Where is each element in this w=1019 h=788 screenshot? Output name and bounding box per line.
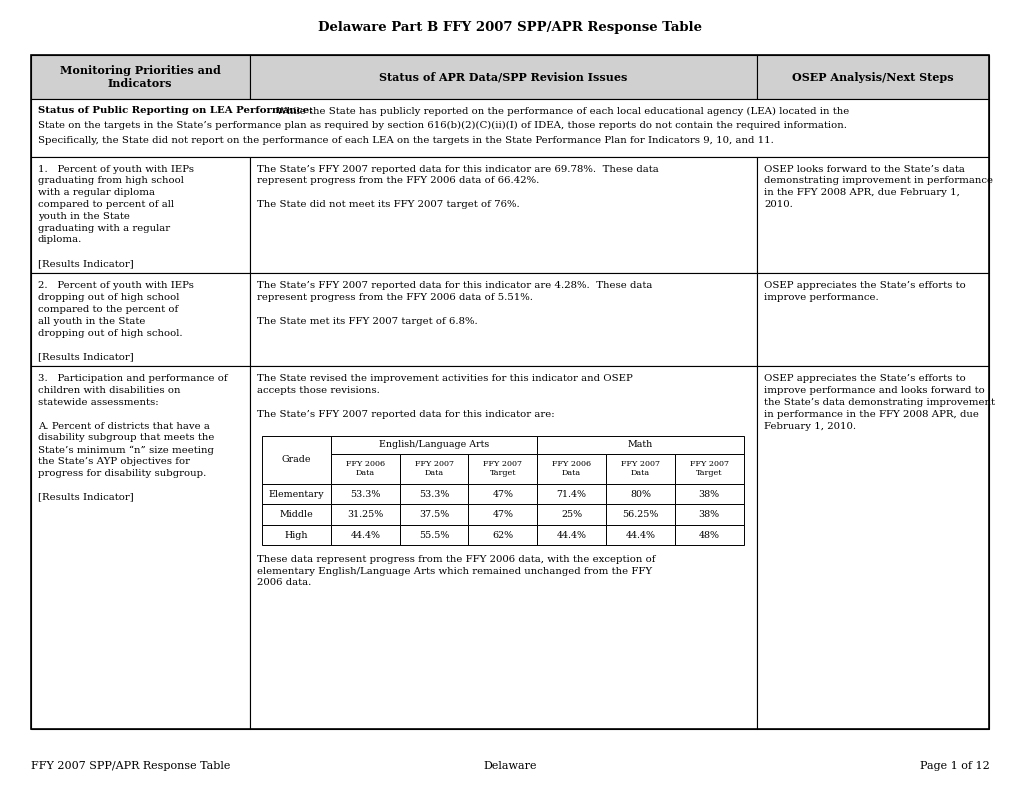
Bar: [250, 157, 756, 273]
Text: Delaware Part B FFY 2007 SPP/APR Response Table: Delaware Part B FFY 2007 SPP/APR Respons…: [318, 21, 701, 34]
Bar: [605, 525, 675, 545]
Bar: [675, 525, 743, 545]
Text: The State’s FFY 2007 reported data for this indicator are 4.28%.  These data
rep: The State’s FFY 2007 reported data for t…: [257, 281, 652, 325]
Text: OSEP appreciates the State’s efforts to
improve performance.: OSEP appreciates the State’s efforts to …: [763, 281, 965, 302]
Bar: [675, 504, 743, 525]
Bar: [330, 504, 399, 525]
Text: 3.   Participation and performance of
children with disabilities on
statewide as: 3. Participation and performance of chil…: [38, 374, 227, 502]
Text: Grade: Grade: [281, 455, 311, 464]
Text: 31.25%: 31.25%: [346, 510, 383, 519]
Bar: [468, 454, 537, 484]
Text: 44.4%: 44.4%: [556, 530, 586, 540]
Text: English/Language Arts: English/Language Arts: [379, 440, 489, 449]
Text: These data represent progress from the FFY 2006 data, with the exception of
elem: These data represent progress from the F…: [257, 555, 655, 587]
Text: Math: Math: [627, 440, 652, 449]
Bar: [262, 484, 330, 504]
Bar: [330, 525, 399, 545]
Text: FFY 2007 SPP/APR Response Table: FFY 2007 SPP/APR Response Table: [31, 761, 229, 771]
Bar: [537, 484, 605, 504]
Bar: [31, 366, 250, 729]
Text: 47%: 47%: [492, 510, 513, 519]
Text: Status of APR Data/SPP Revision Issues: Status of APR Data/SPP Revision Issues: [379, 72, 627, 83]
Bar: [675, 484, 743, 504]
Bar: [330, 484, 399, 504]
Text: 55.5%: 55.5%: [419, 530, 448, 540]
Bar: [250, 366, 756, 729]
Bar: [537, 504, 605, 525]
Text: 48%: 48%: [698, 530, 719, 540]
Bar: [31, 55, 250, 99]
Text: 80%: 80%: [630, 489, 650, 499]
Bar: [250, 55, 756, 99]
Text: 2.   Percent of youth with IEPs
dropping out of high school
compared to the perc: 2. Percent of youth with IEPs dropping o…: [38, 281, 194, 361]
Bar: [399, 504, 468, 525]
Bar: [31, 273, 250, 366]
Bar: [31, 55, 988, 729]
Text: 56.25%: 56.25%: [622, 510, 658, 519]
Text: FFY 2007
Data: FFY 2007 Data: [414, 460, 453, 478]
Bar: [31, 157, 250, 273]
Bar: [262, 436, 330, 484]
Text: While the State has publicly reported on the performance of each local education: While the State has publicly reported on…: [270, 106, 849, 116]
Bar: [468, 504, 537, 525]
Text: Delaware: Delaware: [483, 761, 536, 771]
Text: FFY 2007
Target: FFY 2007 Target: [483, 460, 522, 478]
Bar: [605, 504, 675, 525]
Bar: [537, 454, 605, 484]
Text: 38%: 38%: [698, 489, 719, 499]
Bar: [250, 273, 756, 366]
Bar: [675, 454, 743, 484]
Bar: [537, 525, 605, 545]
Text: 1.   Percent of youth with IEPs
graduating from high school
with a regular diplo: 1. Percent of youth with IEPs graduating…: [38, 165, 194, 268]
Bar: [262, 504, 330, 525]
Bar: [399, 454, 468, 484]
Text: 37.5%: 37.5%: [419, 510, 448, 519]
Bar: [756, 273, 988, 366]
Text: 53.3%: 53.3%: [350, 489, 380, 499]
Text: 53.3%: 53.3%: [419, 489, 448, 499]
Bar: [468, 525, 537, 545]
Text: The State’s FFY 2007 reported data for this indicator are 69.78%.  These data
re: The State’s FFY 2007 reported data for t…: [257, 165, 658, 209]
Text: OSEP appreciates the State’s efforts to
improve performance and looks forward to: OSEP appreciates the State’s efforts to …: [763, 374, 994, 430]
Bar: [756, 366, 988, 729]
Text: 62%: 62%: [492, 530, 513, 540]
Text: 71.4%: 71.4%: [556, 489, 586, 499]
Bar: [605, 454, 675, 484]
Text: OSEP looks forward to the State’s data
demonstrating improvement in performance
: OSEP looks forward to the State’s data d…: [763, 165, 993, 209]
Text: Status of Public Reporting on LEA Performance:: Status of Public Reporting on LEA Perfor…: [38, 106, 312, 115]
Text: State on the targets in the State’s performance plan as required by section 616(: State on the targets in the State’s perf…: [38, 121, 846, 131]
Bar: [31, 99, 988, 157]
Text: 47%: 47%: [492, 489, 513, 499]
Text: Specifically, the State did not report on the performance of each LEA on the tar: Specifically, the State did not report o…: [38, 136, 772, 145]
Text: Elementary: Elementary: [268, 489, 324, 499]
Bar: [330, 454, 399, 484]
Bar: [468, 484, 537, 504]
Bar: [605, 484, 675, 504]
Bar: [399, 484, 468, 504]
Text: FFY 2007
Data: FFY 2007 Data: [621, 460, 659, 478]
Bar: [262, 525, 330, 545]
Text: 44.4%: 44.4%: [625, 530, 655, 540]
Text: Page 1 of 12: Page 1 of 12: [919, 761, 988, 771]
Text: Middle: Middle: [279, 510, 313, 519]
Text: OSEP Analysis/Next Steps: OSEP Analysis/Next Steps: [792, 72, 953, 83]
Text: FFY 2006
Data: FFY 2006 Data: [345, 460, 384, 478]
Bar: [537, 436, 743, 454]
Text: FFY 2007
Target: FFY 2007 Target: [689, 460, 728, 478]
Text: 38%: 38%: [698, 510, 719, 519]
Bar: [330, 436, 537, 454]
Bar: [756, 55, 988, 99]
Text: The State revised the improvement activities for this indicator and OSEP
accepts: The State revised the improvement activi…: [257, 374, 632, 418]
Text: High: High: [284, 530, 308, 540]
Text: 25%: 25%: [560, 510, 582, 519]
Bar: [756, 157, 988, 273]
Text: 44.4%: 44.4%: [350, 530, 380, 540]
Text: Monitoring Priorities and
Indicators: Monitoring Priorities and Indicators: [60, 65, 220, 89]
Bar: [399, 525, 468, 545]
Text: FFY 2006
Data: FFY 2006 Data: [551, 460, 591, 478]
